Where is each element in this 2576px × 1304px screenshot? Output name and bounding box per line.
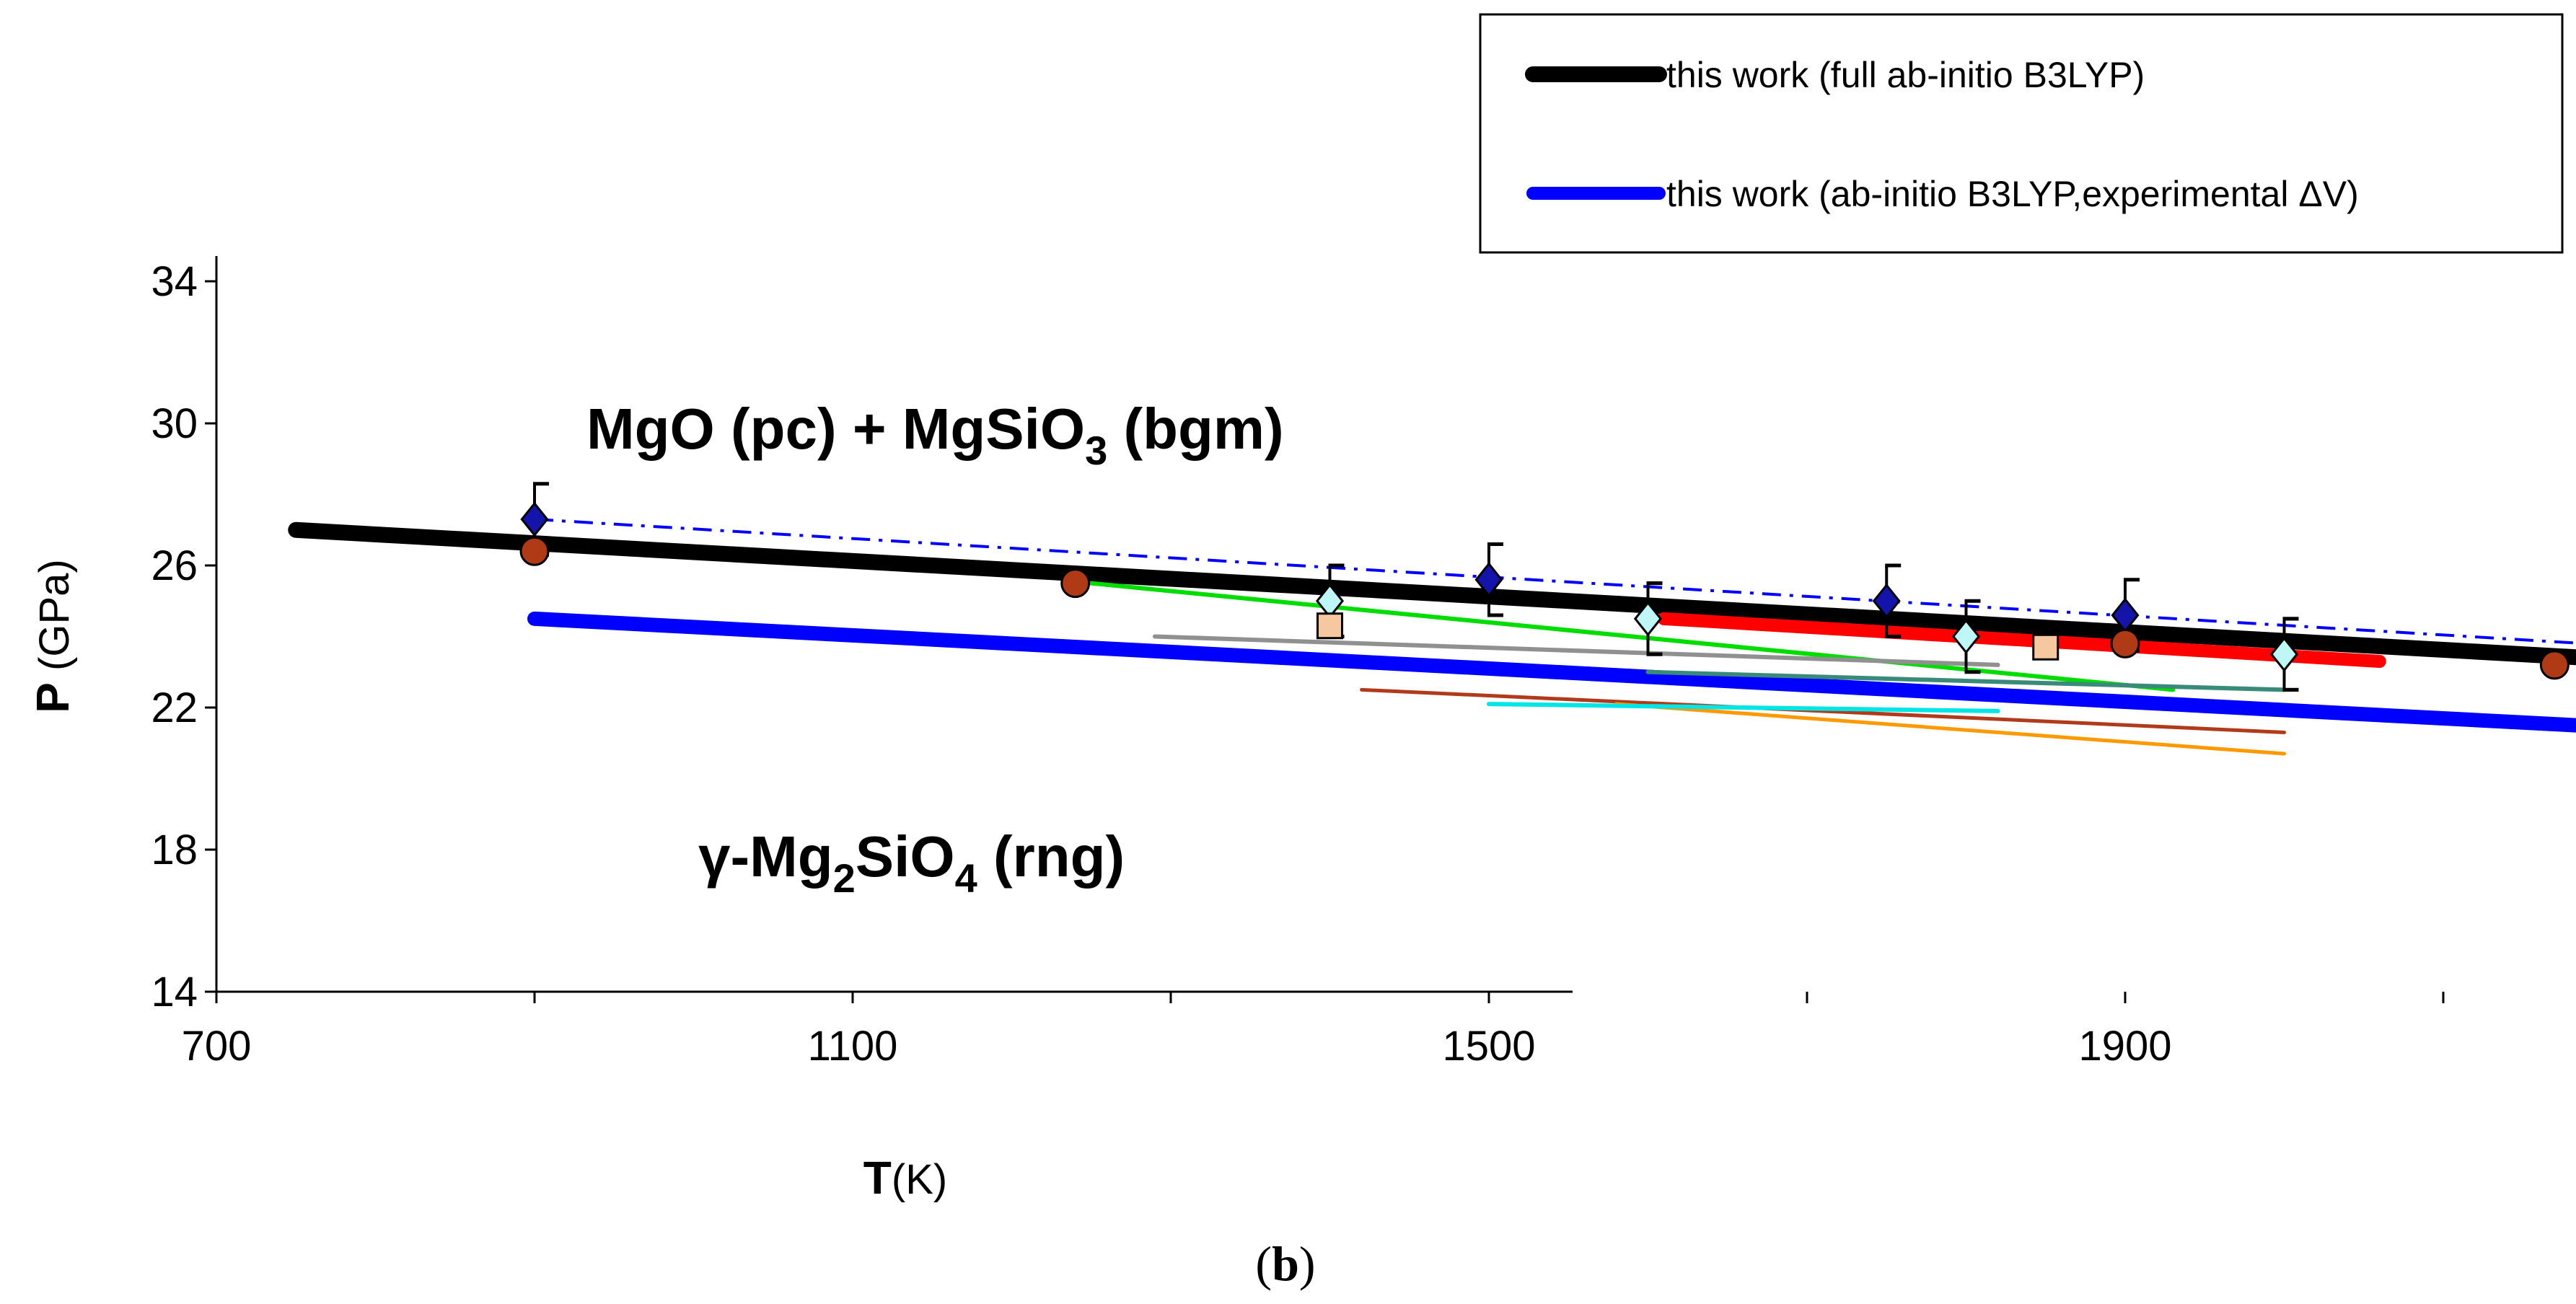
legend: this work (full ab-initio B3LYP) this wo… [1479,13,2564,254]
data-point-diamond [1951,619,1981,654]
data-point-diamond [1872,583,1901,619]
legend-label-experimental-dv: this work (ab-initio B3LYP,experimental … [1666,174,2359,214]
data-point-diamond [1633,601,1663,637]
plot-area [288,482,2576,756]
data-point-circle [2110,628,2140,658]
y-tick-label: 30 [151,400,198,447]
data-point-square [1316,612,1343,640]
series-line-orange-line [1614,702,2286,756]
legend-box [1479,13,2564,254]
y-tick-label: 26 [151,542,198,589]
data-point-circle [1060,568,1091,599]
data-point-diamond [1474,562,1503,598]
data-point-diamond [2269,636,2299,672]
series-line-cyan-line [1487,702,2000,713]
series-points-peach-squares [1316,612,2060,661]
x-tick-label: 1100 [808,1023,898,1070]
y-tick-label: 18 [151,827,198,873]
x-tick-label: 1500 [1442,1023,1535,1070]
y-axis-title: P (GPa) [27,559,79,713]
data-point-circle [519,536,550,566]
series-line-red-segment [1657,612,2386,668]
data-point-diamond [520,501,549,537]
x-axis-title: T(K) [863,1152,947,1204]
y-tick-label: 22 [151,684,198,731]
legend-label-full-b3lyp: this work (full ab-initio B3LYP) [1666,55,2145,95]
annotation-lower-phase: γ-Mg2SiO4 (rng) [698,824,1125,901]
y-tick-label: 14 [151,969,198,1016]
series-points-brown-circles [519,536,2570,680]
data-point-square [2032,633,2060,661]
series-line-gray-line [1152,634,2000,667]
series-line-this-work-full-ab-initio-b3lyp [288,521,2576,666]
data-point-circle [2539,650,2570,680]
series-line-green-line [1089,581,2176,692]
panel-label: (b) [1255,1236,1315,1291]
y-tick-label: 34 [151,258,198,305]
series-line-teal-line [1645,669,2287,692]
axes: 1418222630347001100150019002300 [151,256,2445,1070]
series-line-brown-line [1360,687,2286,734]
annotation-upper-phase: MgO (pc) + MgSiO3 (bgm) [586,397,1284,473]
x-tick-label: 700 [182,1023,252,1070]
x-tick-label: 1900 [2078,1023,2171,1070]
